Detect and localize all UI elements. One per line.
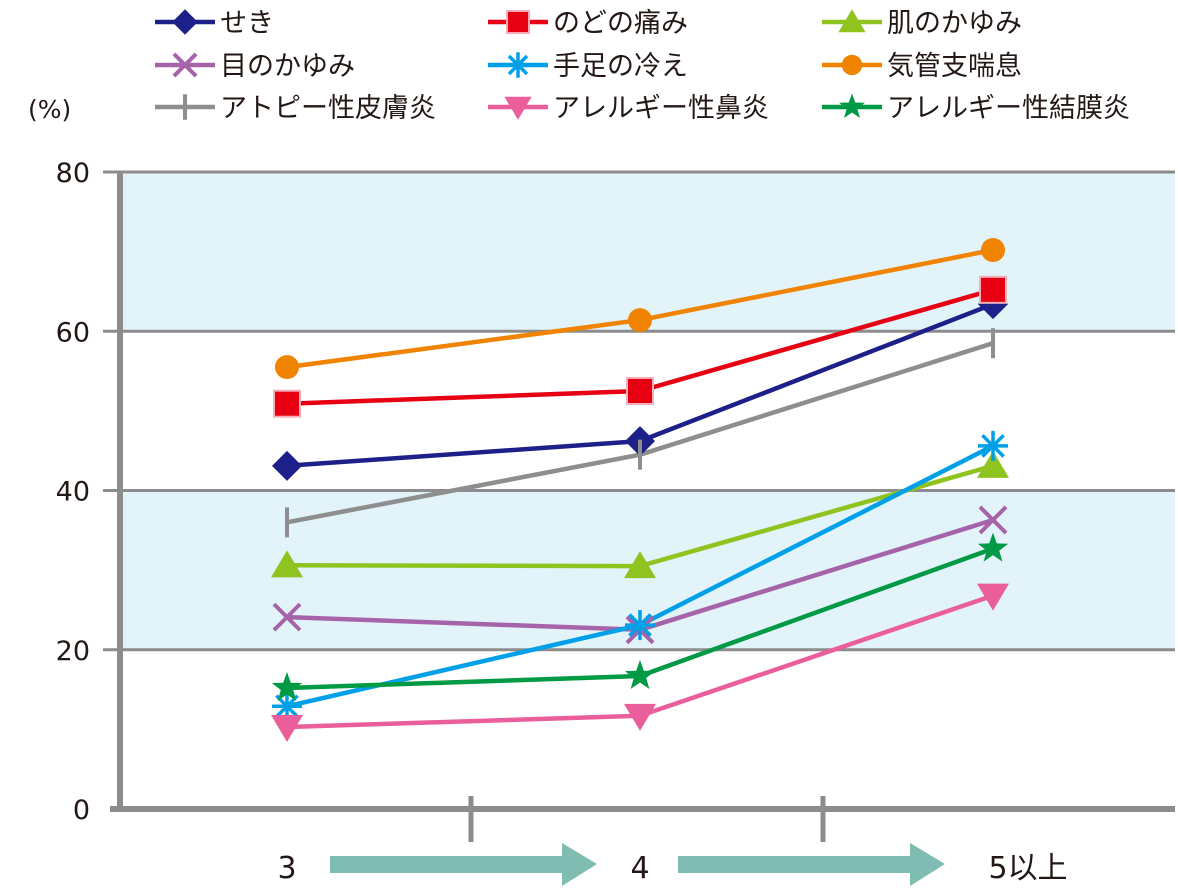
arrow-right-icon <box>330 843 597 886</box>
y-tick-labels: 0 20 40 60 80 <box>56 158 90 826</box>
legend-item: アトピー性皮膚炎 <box>155 93 436 124</box>
y-tick-label: 0 <box>73 795 90 826</box>
shaded-band <box>122 172 1175 332</box>
triangle-up-marker-icon <box>624 551 656 579</box>
y-unit-label: (%) <box>28 95 71 124</box>
y-tick-label: 40 <box>56 477 90 508</box>
star-marker-icon <box>839 93 865 118</box>
circle-marker-icon <box>275 355 299 380</box>
circle-marker-icon <box>841 54 863 76</box>
x-marker-icon <box>978 505 1008 535</box>
circle-marker-icon <box>628 308 652 333</box>
asterisk-marker-icon <box>625 610 655 641</box>
legend-label: せき <box>220 8 274 39</box>
diamond-marker-icon <box>172 9 198 35</box>
axes <box>110 172 1175 842</box>
asterisk-marker-icon <box>505 52 531 78</box>
square-marker-icon <box>979 275 1007 304</box>
legend-label: 目のかゆみ <box>220 51 355 82</box>
square-marker-icon <box>273 389 301 418</box>
triangle-down-marker-icon <box>271 714 303 742</box>
star-marker-icon <box>271 672 303 701</box>
legend-label: アレルギー性鼻炎 <box>553 93 769 124</box>
legend-item: 手足の冷え <box>488 51 688 82</box>
series-markers <box>271 238 1009 742</box>
legend-item: アレルギー性鼻炎 <box>488 93 769 124</box>
legend-item: 気管支喘息 <box>822 51 1022 82</box>
arrow-right-icon <box>678 843 945 886</box>
x-label-3: 3 <box>277 851 296 886</box>
triangle-down-marker-icon <box>504 96 532 120</box>
asterisk-marker-icon <box>978 430 1008 461</box>
x-marker-icon <box>272 602 302 632</box>
legend-label: 肌のかゆみ <box>887 8 1022 39</box>
star-marker-icon <box>624 660 656 689</box>
circle-marker-icon <box>981 238 1005 263</box>
legend-item: せき <box>155 8 274 39</box>
legend-item: アレルギー性結膜炎 <box>822 93 1130 124</box>
square-marker-icon <box>505 9 531 35</box>
legend-label: アトピー性皮膚炎 <box>220 93 436 124</box>
diamond-marker-icon <box>272 450 302 481</box>
triangle-down-marker-icon <box>624 703 656 731</box>
triangle-up-marker-icon <box>271 550 303 578</box>
y-tick-label: 80 <box>56 158 90 189</box>
legend-item: のどの痛み <box>488 8 688 39</box>
legend-label: 手足の冷え <box>553 51 688 82</box>
x-marker-icon <box>172 52 198 78</box>
x-label-5plus: 5以上 <box>988 851 1067 886</box>
legend-label: アレルギー性結膜炎 <box>887 93 1130 124</box>
star-marker-icon <box>977 532 1009 562</box>
triangle-up-marker-icon <box>977 450 1009 478</box>
triangle-up-marker-icon <box>838 9 866 33</box>
legend-item: 肌のかゆみ <box>822 8 1022 39</box>
square-marker-icon <box>626 376 654 405</box>
x-category-labels: 3 4 5以上 <box>277 843 1068 886</box>
legend-label: のどの痛み <box>553 8 688 39</box>
legend-item: 目のかゆみ <box>155 51 355 82</box>
y-tick-label: 20 <box>56 636 90 667</box>
triangle-down-marker-icon <box>977 583 1009 611</box>
y-tick-label: 60 <box>56 317 90 348</box>
legend-label: 気管支喘息 <box>887 51 1022 82</box>
x-label-4: 4 <box>630 851 649 886</box>
